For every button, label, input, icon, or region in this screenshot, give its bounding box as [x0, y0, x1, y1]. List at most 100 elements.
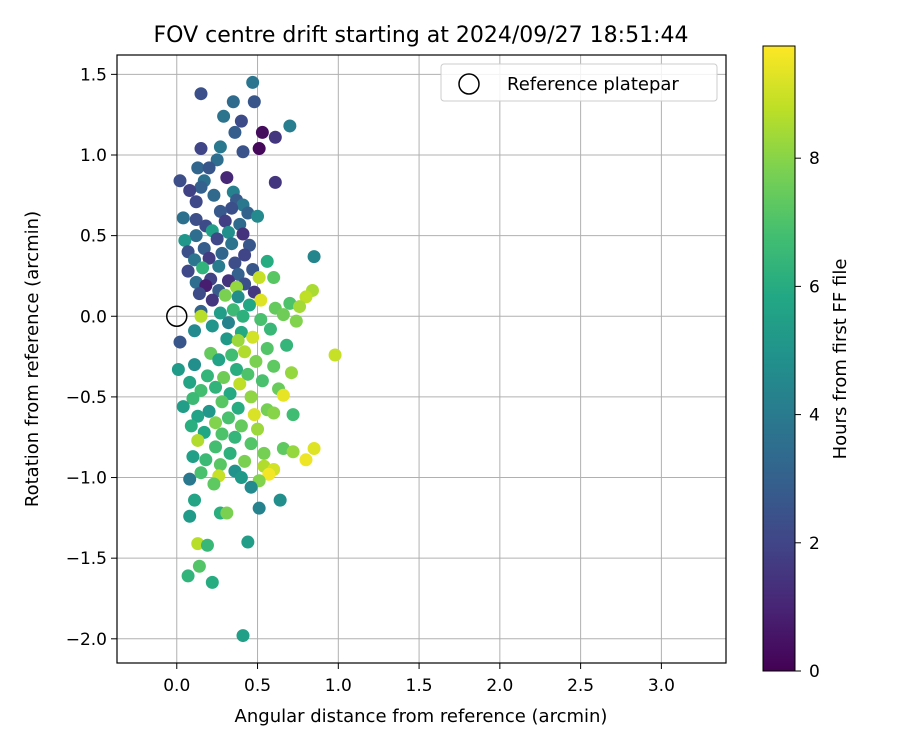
data-point — [199, 453, 213, 467]
data-point — [231, 290, 245, 304]
data-point — [225, 237, 239, 251]
data-point — [238, 248, 252, 262]
y-tick-label: 0.5 — [80, 227, 107, 247]
data-point — [246, 330, 260, 344]
data-point — [194, 466, 208, 480]
x-tick-label: 2.0 — [486, 676, 513, 696]
data-point — [236, 145, 250, 159]
data-point — [247, 408, 261, 422]
data-point — [284, 366, 298, 380]
colorbar-tick-label: 8 — [809, 149, 820, 169]
data-point — [244, 390, 258, 404]
colorbar-tick-label: 2 — [809, 534, 820, 554]
data-point — [220, 506, 234, 520]
data-point — [247, 95, 261, 109]
data-point — [241, 367, 255, 381]
data-point — [215, 427, 229, 441]
data-point — [200, 538, 214, 552]
data-point — [228, 256, 242, 270]
data-point — [251, 422, 265, 436]
data-point — [280, 338, 294, 352]
data-point — [234, 419, 248, 433]
data-point — [213, 204, 227, 218]
data-point — [236, 227, 250, 241]
data-point — [210, 232, 224, 246]
y-tick-label: 1.0 — [80, 146, 107, 166]
y-tick-label: −1.5 — [66, 549, 107, 569]
x-axis-label: Angular distance from reference (arcmin) — [235, 706, 608, 727]
data-point — [202, 404, 216, 418]
data-point — [260, 254, 274, 268]
data-point — [191, 161, 205, 175]
y-tick-label: −0.5 — [66, 388, 107, 408]
data-point — [267, 359, 281, 373]
y-tick-label: −1.0 — [66, 469, 107, 489]
x-tick-label: 3.0 — [648, 676, 675, 696]
data-point — [283, 119, 297, 133]
data-point — [173, 335, 187, 349]
data-point — [217, 371, 231, 385]
data-point — [194, 383, 208, 397]
data-point — [225, 201, 239, 215]
data-point — [215, 395, 229, 409]
data-point — [209, 416, 223, 430]
data-point — [218, 214, 232, 228]
data-point — [213, 458, 227, 472]
data-point — [212, 353, 226, 367]
data-point — [197, 242, 211, 256]
data-point — [328, 348, 342, 362]
data-point — [273, 493, 287, 507]
colorbar-tick-label: 4 — [809, 406, 820, 426]
data-point — [238, 454, 252, 468]
y-tick-label: 0.0 — [80, 307, 107, 327]
data-point — [184, 419, 198, 433]
y-axis-label: Rotation from reference (arcmin) — [22, 211, 43, 507]
data-point — [255, 125, 269, 139]
colorbar-gradient — [762, 45, 796, 672]
data-point — [244, 480, 258, 494]
data-point — [191, 409, 205, 423]
colorbar-tick-label: 0 — [809, 662, 820, 682]
data-point — [241, 535, 255, 549]
data-points — [171, 75, 342, 643]
data-point — [286, 445, 300, 459]
data-point — [221, 411, 235, 425]
data-point — [267, 271, 281, 285]
data-point — [257, 446, 271, 460]
data-point — [262, 467, 276, 481]
data-point — [181, 264, 195, 278]
data-point — [189, 212, 203, 226]
data-point — [299, 453, 313, 467]
data-point — [213, 306, 227, 320]
data-point — [194, 87, 208, 101]
data-point — [242, 238, 256, 252]
data-point — [228, 125, 242, 139]
data-point — [221, 225, 235, 239]
x-tick-label: 0.0 — [163, 676, 190, 696]
data-point — [210, 153, 224, 167]
x-tick-label: 0.5 — [244, 676, 271, 696]
data-point — [171, 362, 185, 376]
data-point — [233, 377, 247, 391]
data-point — [188, 358, 202, 372]
data-point — [254, 293, 268, 307]
data-point — [267, 406, 281, 420]
x-axis-ticks: 0.0 0.5 1.0 1.5 2.0 2.5 3.0 — [163, 663, 675, 696]
data-point — [236, 629, 250, 643]
data-point — [188, 493, 202, 507]
data-point — [209, 440, 223, 454]
data-point — [217, 109, 231, 123]
data-point — [230, 362, 244, 376]
colorbar-tick-label: 6 — [809, 277, 820, 297]
data-point — [176, 211, 190, 225]
reference-platepar-marker — [166, 305, 188, 328]
data-point — [231, 333, 245, 347]
data-point — [276, 388, 290, 402]
data-point — [228, 430, 242, 444]
data-point — [260, 342, 274, 356]
data-point — [188, 324, 202, 338]
data-point — [176, 400, 190, 414]
data-point — [246, 75, 260, 89]
data-point — [192, 287, 206, 301]
data-point — [244, 437, 258, 451]
